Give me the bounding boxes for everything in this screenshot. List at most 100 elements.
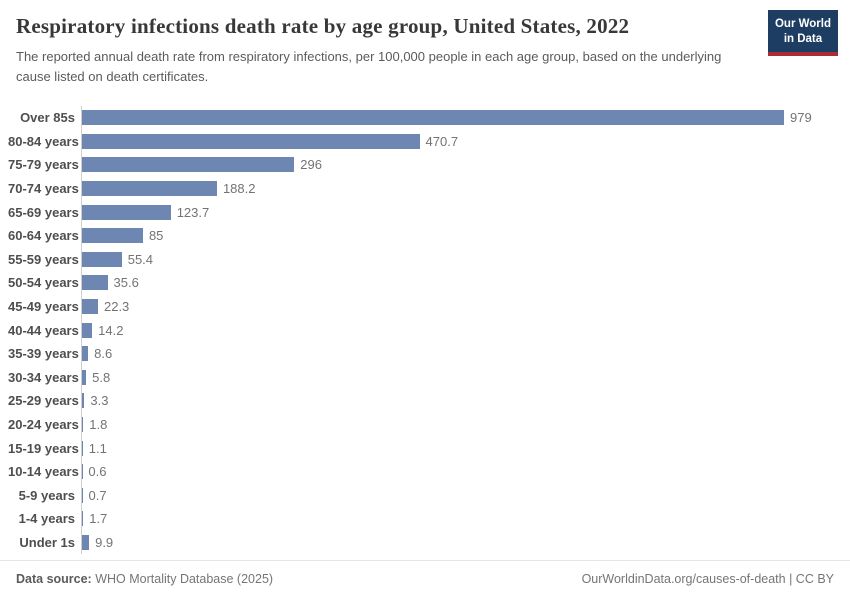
bar[interactable]	[82, 204, 171, 220]
bar-track: 55.4	[81, 247, 850, 272]
chart-row: 80-84 years 470.7	[8, 129, 850, 154]
chart-row: 75-79 years 296	[8, 153, 850, 177]
chart-row: 40-44 years 14.2	[8, 318, 850, 342]
credit-link[interactable]: OurWorldinData.org/causes-of-death | CC …	[581, 572, 834, 586]
bar-chart: Over 85s 979 80-84 years 470.7 75-79 years 29…	[0, 106, 850, 555]
bar[interactable]	[82, 511, 84, 527]
bar-track: 979	[81, 106, 850, 130]
chart-row: 45-49 years 22.3	[8, 294, 850, 319]
chart-row: 1-4 years 1.7	[8, 507, 850, 531]
chart-row: 50-54 years 35.6	[8, 271, 850, 295]
bar-track: 0.6	[81, 459, 850, 484]
header: Respiratory infections death rate by age…	[0, 0, 850, 86]
value-label: 3.3	[90, 393, 109, 409]
value-label: 9.9	[95, 534, 114, 550]
chart-row: 55-59 years 55.4	[8, 247, 850, 272]
chart-row: 20-24 years 1.8	[8, 412, 850, 437]
bar[interactable]	[82, 322, 93, 338]
bar-track: 3.3	[81, 389, 850, 413]
bar[interactable]	[82, 417, 84, 433]
category-label: 30-34 years	[8, 369, 79, 385]
bar-track: 188.2	[81, 176, 850, 201]
bar-track: 9.9	[81, 530, 850, 555]
value-label: 1.7	[89, 511, 108, 527]
data-source-label: Data source:	[16, 572, 92, 586]
chart-row: Under 1s 9.9	[8, 530, 850, 555]
owid-logo: Our World in Data	[767, 10, 838, 56]
category-label: 65-69 years	[8, 204, 79, 220]
value-label: 1.1	[88, 440, 107, 456]
bar-track: 1.7	[81, 507, 850, 531]
bar-track: 123.7	[81, 200, 850, 224]
bar[interactable]	[82, 487, 83, 503]
bar[interactable]	[82, 251, 122, 267]
value-label: 22.3	[103, 299, 130, 315]
value-label: 296	[300, 157, 322, 173]
chart-row: Over 85s 979	[8, 106, 850, 130]
chart-row: 10-14 years 0.6	[8, 459, 850, 484]
bar[interactable]	[82, 299, 98, 315]
chart-row: 15-19 years 1.1	[8, 436, 850, 460]
chart-row: 30-34 years 5.8	[8, 365, 850, 390]
value-label: 8.6	[94, 346, 113, 362]
footer: Data source: WHO Mortality Database (202…	[0, 560, 850, 600]
category-label: 10-14 years	[8, 464, 79, 480]
chart-title: Respiratory infections death rate by age…	[16, 14, 630, 38]
chart-subtitle: The reported annual death rate from resp…	[16, 49, 722, 84]
value-label: 188.2	[222, 181, 256, 197]
bar[interactable]	[82, 534, 90, 550]
value-label: 14.2	[98, 322, 124, 338]
owid-logo-line1: Our World	[774, 18, 831, 30]
bar[interactable]	[82, 393, 85, 409]
bar[interactable]	[82, 133, 420, 149]
data-source-value: WHO Mortality Database (2025)	[95, 572, 274, 586]
chart-row: 65-69 years 123.7	[8, 200, 850, 224]
category-label: 5-9 years	[18, 487, 75, 503]
bar[interactable]	[82, 110, 784, 126]
bar[interactable]	[82, 181, 217, 197]
chart-row: 70-74 years 188.2	[8, 176, 850, 201]
bar[interactable]	[82, 275, 108, 291]
value-label: 85	[148, 228, 164, 244]
bar[interactable]	[82, 440, 83, 456]
category-label: 1-4 years	[18, 511, 75, 527]
bar[interactable]	[82, 228, 143, 244]
category-label: 55-59 years	[8, 251, 79, 267]
category-label: 70-74 years	[8, 181, 79, 197]
bar-track: 14.2	[81, 318, 850, 342]
category-label: 50-54 years	[8, 275, 79, 291]
category-label: 60-64 years	[8, 228, 79, 244]
value-label: 1.8	[89, 417, 108, 433]
owid-logo-line2: in Data	[783, 32, 823, 45]
bar[interactable]	[82, 346, 89, 362]
bar-track: 22.3	[81, 294, 850, 319]
bar-track: 5.8	[81, 365, 850, 390]
category-label: 45-49 years	[8, 299, 79, 315]
value-label: 55.4	[127, 251, 154, 267]
category-label: 25-29 years	[8, 393, 79, 409]
chart-row: 35-39 years 8.6	[8, 341, 850, 366]
category-label: 35-39 years	[8, 346, 79, 362]
bar-track: 8.6	[81, 341, 850, 366]
chart-row: 5-9 years 0.7	[8, 483, 850, 508]
bar-track: 0.7	[81, 483, 850, 508]
value-label: 470.7	[425, 133, 459, 149]
bar[interactable]	[82, 369, 87, 385]
value-label: 123.7	[176, 204, 210, 220]
value-label: 0.6	[88, 464, 107, 480]
value-label: 5.8	[92, 369, 111, 385]
bar-track: 85	[81, 223, 850, 248]
bar-track: 35.6	[81, 271, 850, 295]
category-label: 80-84 years	[8, 133, 79, 149]
data-source: Data source: WHO Mortality Database (202…	[16, 572, 273, 586]
chart-row: 25-29 years 3.3	[8, 389, 850, 413]
bar[interactable]	[82, 157, 295, 173]
category-label: Under 1s	[19, 534, 75, 550]
category-label: 20-24 years	[8, 417, 79, 433]
bar-track: 1.1	[81, 436, 850, 460]
category-label: 15-19 years	[8, 440, 79, 456]
bar-track: 470.7	[81, 129, 850, 154]
header-text: Respiratory infections death rate by age…	[16, 10, 756, 86]
value-label: 0.7	[88, 487, 107, 503]
